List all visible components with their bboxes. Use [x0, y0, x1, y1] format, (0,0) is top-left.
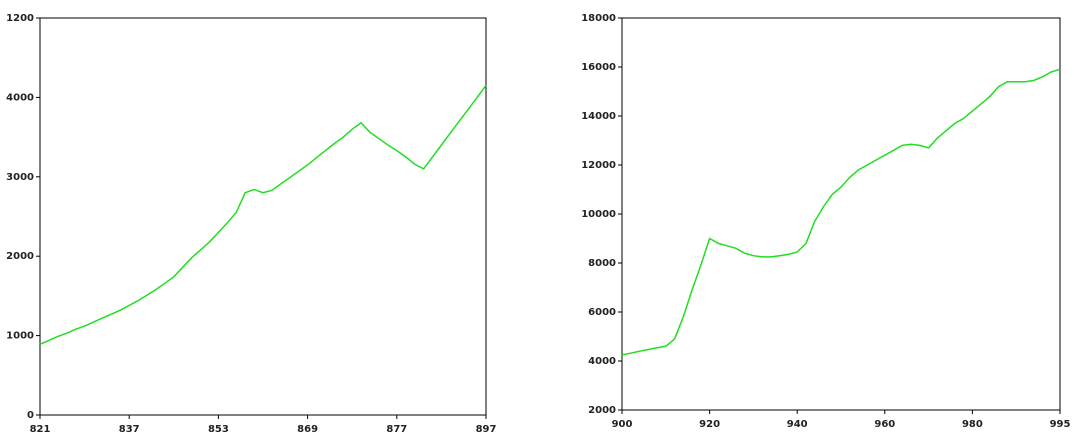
y-tick-label: 6000	[588, 307, 616, 318]
x-tick-label: 869	[297, 424, 318, 434]
data-line	[39, 85, 487, 345]
y-tick-label: 12000	[581, 160, 616, 171]
y-tick-label: 3000	[6, 172, 34, 183]
x-tick-label: 897	[476, 424, 497, 434]
data-line	[621, 68, 1061, 356]
x-tick-label: 853	[208, 424, 229, 434]
y-tick-label: 2000	[588, 405, 616, 416]
y-tick-label: 4000	[6, 92, 34, 103]
plot-frame	[39, 17, 487, 416]
y-tick-label: 1200	[6, 13, 34, 24]
x-tick-label: 980	[962, 419, 983, 430]
y-tick-label: 2000	[6, 251, 34, 262]
x-tick-label: 821	[30, 424, 51, 434]
y-tick-label: 14000	[581, 111, 616, 122]
x-tick-label: 995	[1050, 419, 1071, 430]
x-tick-label: 877	[386, 424, 407, 434]
y-tick-label: 1000	[6, 331, 34, 342]
y-tick-label: 10000	[581, 209, 616, 220]
y-tick-label: 0	[27, 410, 34, 421]
x-tick-label: 900	[612, 419, 633, 430]
y-tick-label: 4000	[588, 356, 616, 367]
x-tick-label: 837	[119, 424, 140, 434]
y-tick-label: 18000	[581, 13, 616, 24]
plot-frame	[621, 17, 1061, 411]
y-tick-label: 16000	[581, 62, 616, 73]
x-tick-label: 920	[699, 419, 720, 430]
x-tick-label: 940	[787, 419, 808, 430]
x-tick-label: 960	[874, 419, 895, 430]
y-tick-label: 8000	[588, 258, 616, 269]
